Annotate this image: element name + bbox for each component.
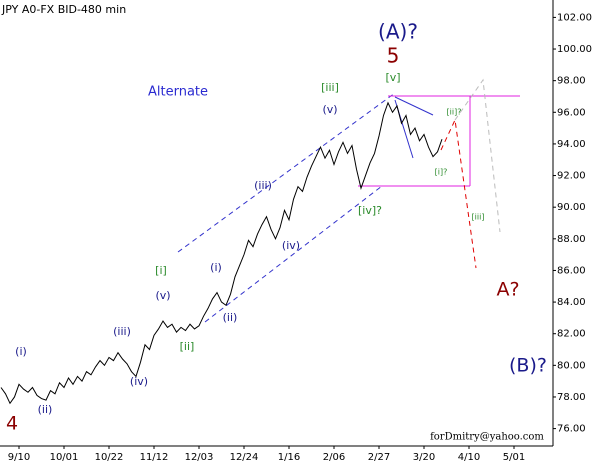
wave-label: [iii] bbox=[321, 81, 339, 94]
wave-label: (A)? bbox=[378, 20, 418, 44]
wave-label: Alternate bbox=[148, 85, 208, 100]
chart-title: JPY A0-FX BID-480 min bbox=[1, 3, 126, 16]
wave-label: (ii) bbox=[223, 311, 238, 324]
y-tick-label: 96.00 bbox=[557, 107, 586, 118]
wave-label: (B)? bbox=[509, 355, 547, 377]
wave-overlays bbox=[177, 78, 520, 323]
x-tick-label: 12/24 bbox=[230, 452, 259, 463]
x-tick-label: 10/01 bbox=[50, 452, 79, 463]
x-tick-label: 1/16 bbox=[278, 452, 300, 463]
y-tick-label: 90.00 bbox=[557, 202, 586, 213]
y-tick-label: 82.00 bbox=[557, 329, 586, 340]
wave-label: (v) bbox=[155, 289, 170, 302]
wave-label: 4 bbox=[6, 413, 18, 435]
wave-label: A? bbox=[496, 279, 519, 301]
wave-label: [i]? bbox=[435, 168, 448, 177]
trend-line bbox=[394, 96, 434, 116]
wave-label: (iii) bbox=[254, 179, 272, 192]
x-tick-label: 3/20 bbox=[413, 452, 435, 463]
y-tick-label: 76.00 bbox=[557, 424, 586, 435]
wave-label: (iv) bbox=[130, 375, 148, 388]
x-tick-label: 4/10 bbox=[458, 452, 480, 463]
y-tick-label: 92.00 bbox=[557, 171, 586, 182]
y-tick-label: 84.00 bbox=[557, 297, 586, 308]
y-tick-label: 94.00 bbox=[557, 139, 586, 150]
y-tick-label: 100.00 bbox=[557, 44, 592, 55]
price-line bbox=[0, 101, 443, 405]
y-tick-label: 98.00 bbox=[557, 76, 586, 87]
projection-line bbox=[440, 118, 477, 269]
wave-label: (v) bbox=[322, 103, 337, 116]
wave-label: (iii) bbox=[113, 325, 131, 338]
y-tick-label: 88.00 bbox=[557, 234, 586, 245]
y-tick-label: 78.00 bbox=[557, 392, 586, 403]
wave-label: (i) bbox=[210, 261, 222, 274]
wave-label: 5 bbox=[387, 44, 400, 68]
x-tick-label: 2/06 bbox=[323, 452, 345, 463]
wave-label: (iv) bbox=[282, 239, 300, 252]
wave-label: [v] bbox=[385, 71, 400, 84]
x-tick-label: 11/12 bbox=[140, 452, 169, 463]
wave-label: (ii) bbox=[38, 403, 53, 416]
x-tick-label: 2/27 bbox=[368, 452, 390, 463]
x-tick-label: 10/22 bbox=[95, 452, 124, 463]
y-tick-label: 80.00 bbox=[557, 360, 586, 371]
wave-label: [i] bbox=[155, 264, 167, 277]
projection-line bbox=[454, 78, 501, 233]
y-tick-label: 102.00 bbox=[557, 12, 592, 23]
source: forDmitry@yahoo.com bbox=[430, 432, 544, 443]
wave-label: [ii] bbox=[180, 340, 195, 353]
wave-label: (i) bbox=[15, 345, 27, 358]
wave-label: [iii] bbox=[472, 213, 485, 222]
x-tick-label: 5/01 bbox=[503, 452, 525, 463]
y-tick-label: 86.00 bbox=[557, 265, 586, 276]
wave-label: [ii]? bbox=[447, 108, 462, 117]
channel-lower bbox=[204, 185, 383, 323]
wave-label: [iv]? bbox=[358, 204, 382, 217]
x-tick-label: 9/10 bbox=[8, 452, 30, 463]
x-tick-label: 12/03 bbox=[185, 452, 214, 463]
